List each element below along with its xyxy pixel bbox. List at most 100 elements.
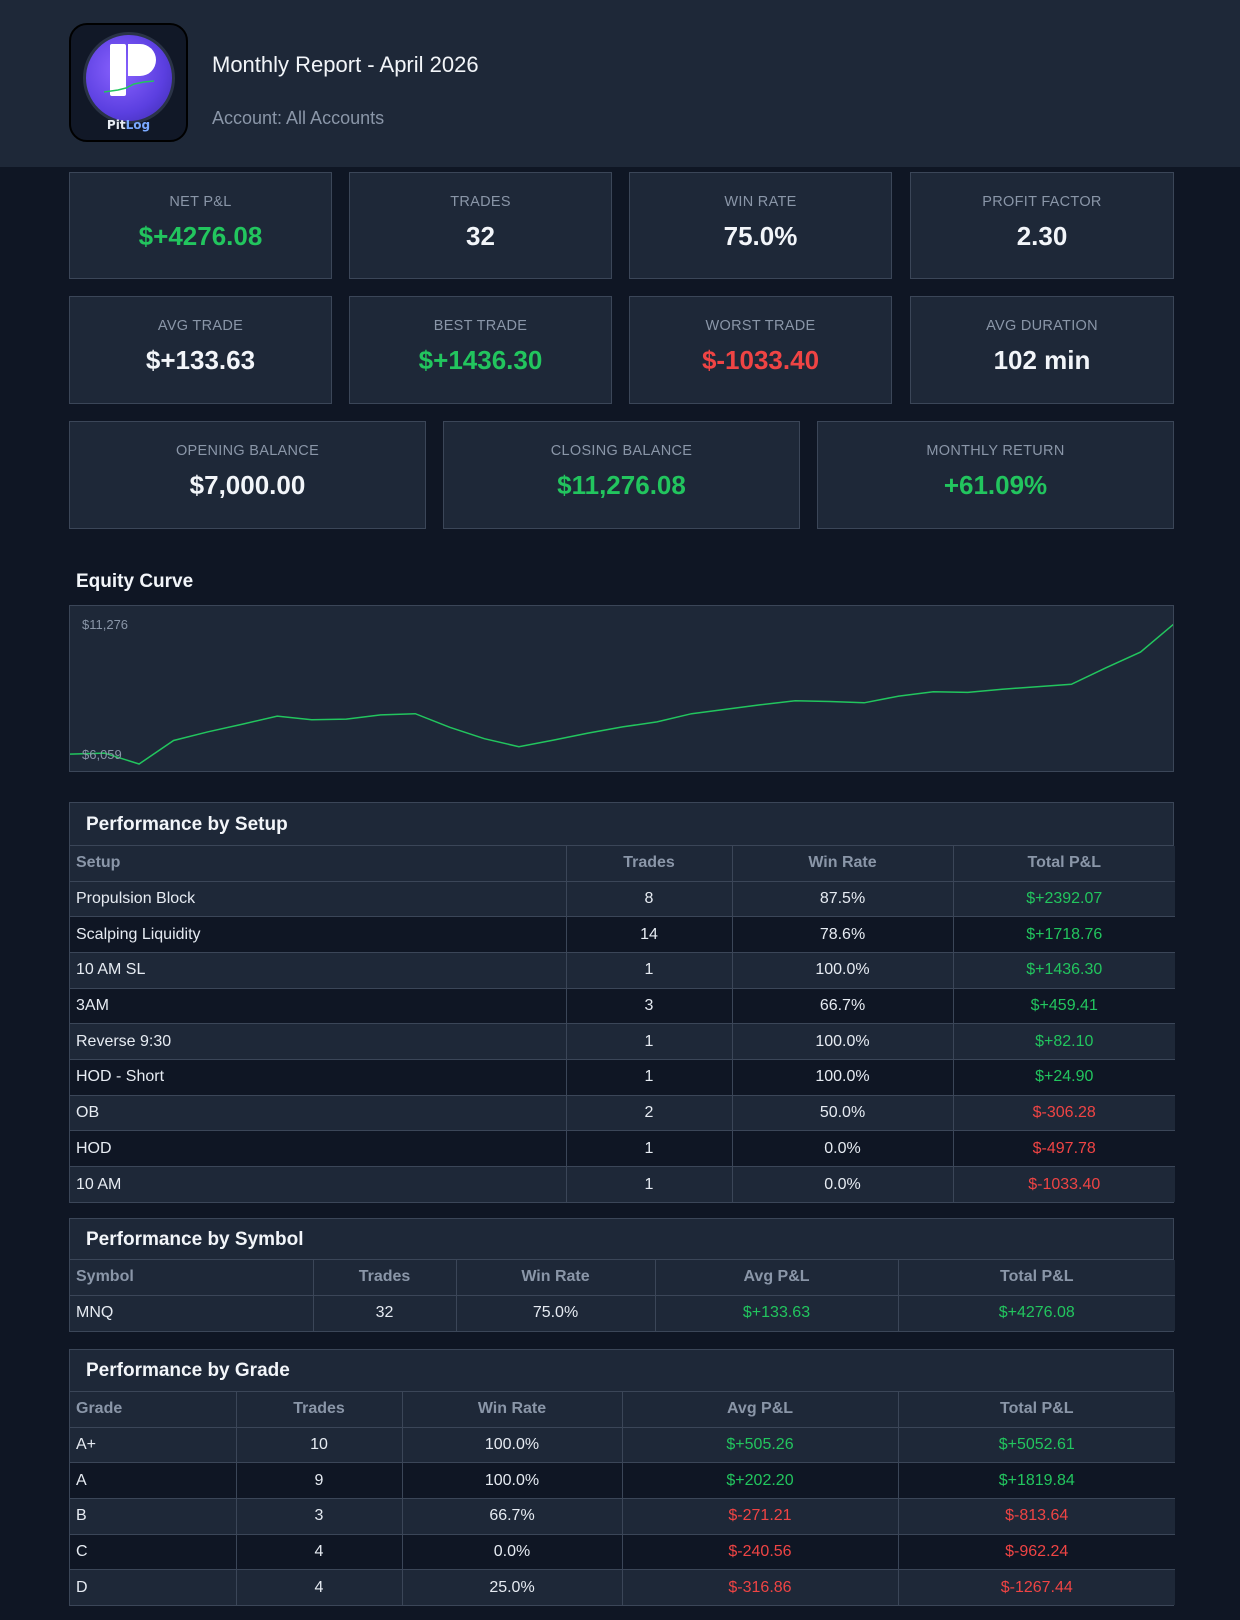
table-cell: 10 AM SL: [70, 951, 567, 989]
stat-label: WORST TRADE: [705, 318, 816, 334]
col-header-trades: Trades: [565, 846, 733, 882]
table-cell: 3: [235, 1497, 403, 1535]
table-cell: 32: [312, 1294, 457, 1331]
stat-label: NET P&L: [169, 194, 232, 210]
table-cell: 3: [565, 987, 733, 1025]
stat-card-opening-balance: OPENING BALANCE $7,000.00: [69, 421, 426, 529]
grade-performance-table: Performance by Grade Grade Trades Win Ra…: [69, 1349, 1175, 1607]
table-cell: $-497.78: [952, 1130, 1175, 1167]
table-cell: D: [70, 1569, 237, 1606]
table-row: MNQ 32 75.0% $+133.63 $+4276.08: [70, 1294, 1175, 1331]
table-cell: $-962.24: [897, 1533, 1175, 1571]
table-cell: $-316.86: [621, 1569, 899, 1606]
setup-performance-table: Performance by Setup Setup Trades Win Ra…: [69, 802, 1175, 1204]
stat-label: TRADES: [450, 194, 511, 210]
col-header-total-pnl: Total P&L: [897, 1260, 1175, 1296]
table-row: HOD - Short 1 100.0% $+24.90: [70, 1058, 1175, 1096]
equity-curve-chart: $11,276 $6,059: [69, 605, 1174, 772]
table-row: Reverse 9:30 1 100.0% $+82.10: [70, 1023, 1175, 1060]
table-cell: MNQ: [70, 1294, 314, 1331]
stat-label: PROFIT FACTOR: [982, 194, 1102, 210]
stat-label: WIN RATE: [724, 194, 797, 210]
table-cell: 4: [235, 1569, 403, 1606]
table-cell: $+1436.30: [952, 951, 1175, 989]
stat-value: 2.30: [1016, 221, 1068, 251]
stat-card-best-trade: BEST TRADE $+1436.30: [349, 296, 612, 404]
grade-table-grid: Grade Trades Win Rate Avg P&L Total P&L …: [70, 1392, 1175, 1606]
logo-p-icon: [104, 44, 156, 96]
table-cell: $-1033.40: [952, 1166, 1175, 1203]
table-cell: $+505.26: [621, 1426, 899, 1464]
table-cell: 100.0%: [731, 951, 954, 989]
table-cell: A+: [70, 1426, 237, 1464]
table-cell: 0.0%: [731, 1166, 954, 1203]
table-header-row: Setup Trades Win Rate Total P&L: [70, 846, 1175, 882]
setup-table-grid: Setup Trades Win Rate Total P&L Propulsi…: [70, 846, 1175, 1203]
table-cell: $+4276.08: [897, 1294, 1175, 1331]
table-cell: $-306.28: [952, 1094, 1175, 1132]
stat-card-monthly-return: MONTHLY RETURN +61.09%: [817, 421, 1174, 529]
stat-value: $+1436.30: [418, 345, 543, 375]
table-cell: $+1819.84: [897, 1462, 1175, 1499]
table-cell: Scalping Liquidity: [70, 916, 567, 953]
stat-label: MONTHLY RETURN: [926, 443, 1065, 459]
table-cell: 1: [565, 1058, 733, 1096]
equity-max-label: $11,276: [82, 617, 129, 632]
table-cell: 25.0%: [401, 1569, 623, 1606]
table-cell: Propulsion Block: [70, 880, 567, 918]
symbol-table-grid: Symbol Trades Win Rate Avg P&L Total P&L…: [70, 1260, 1175, 1331]
table-cell: 100.0%: [731, 1058, 954, 1096]
table-cell: $-240.56: [621, 1533, 899, 1571]
pitlog-logo: PitLog: [69, 23, 188, 142]
table-cell: 2: [565, 1094, 733, 1132]
table-row: 10 AM 1 0.0% $-1033.40: [70, 1166, 1175, 1203]
equity-curve-svg: [70, 623, 1173, 765]
table-cell: $-1267.44: [897, 1569, 1175, 1606]
stat-label: AVG DURATION: [986, 318, 1098, 334]
logo-wordmark: PitLog: [106, 118, 151, 132]
col-header-win-rate: Win Rate: [731, 846, 954, 882]
col-header-total-pnl: Total P&L: [897, 1392, 1175, 1428]
col-header-setup: Setup: [70, 846, 567, 882]
table-cell: 1: [565, 1023, 733, 1060]
stat-label: AVG TRADE: [157, 318, 244, 334]
table-row: C 4 0.0% $-240.56 $-962.24: [70, 1533, 1175, 1571]
table-cell: 87.5%: [731, 880, 954, 918]
table-cell: $+202.20: [621, 1462, 899, 1499]
col-header-trades: Trades: [235, 1392, 403, 1428]
table-cell: OB: [70, 1094, 567, 1132]
col-header-trades: Trades: [312, 1260, 457, 1296]
table-cell: 78.6%: [731, 916, 954, 953]
stat-card-closing-balance: CLOSING BALANCE $11,276.08: [443, 421, 800, 529]
table-cell: 1: [565, 1130, 733, 1167]
page-title: Monthly Report - April 2026: [212, 52, 479, 77]
table-cell: $+2392.07: [952, 880, 1175, 918]
table-row: B 3 66.7% $-271.21 $-813.64: [70, 1497, 1175, 1535]
stat-label: OPENING BALANCE: [175, 443, 320, 459]
table-cell: 100.0%: [731, 1023, 954, 1060]
table-cell: 10: [235, 1426, 403, 1464]
table-cell: HOD - Short: [70, 1058, 567, 1096]
col-header-win-rate: Win Rate: [455, 1260, 656, 1296]
stat-value: 102 min: [993, 345, 1091, 375]
col-header-symbol: Symbol: [70, 1260, 314, 1296]
col-header-avg-pnl: Avg P&L: [654, 1260, 899, 1296]
equity-min-label: $6,059: [82, 747, 122, 762]
equity-curve-title: Equity Curve: [76, 571, 194, 592]
col-header-total-pnl: Total P&L: [952, 846, 1175, 882]
table-row: Scalping Liquidity 14 78.6% $+1718.76: [70, 916, 1175, 953]
table-cell: A: [70, 1462, 237, 1499]
table-row: 3AM 3 66.7% $+459.41: [70, 987, 1175, 1025]
table-title: Performance by Symbol: [70, 1219, 1173, 1260]
table-cell: 50.0%: [731, 1094, 954, 1132]
table-title: Performance by Grade: [70, 1350, 1173, 1392]
col-header-grade: Grade: [70, 1392, 237, 1428]
table-cell: $+459.41: [952, 987, 1175, 1025]
account-subtitle: Account: All Accounts: [212, 108, 385, 128]
stat-label: CLOSING BALANCE: [550, 443, 693, 459]
table-cell: 66.7%: [731, 987, 954, 1025]
table-header-row: Grade Trades Win Rate Avg P&L Total P&L: [70, 1392, 1175, 1428]
table-cell: 75.0%: [455, 1294, 656, 1331]
table-cell: 14: [565, 916, 733, 953]
stat-card-avg-trade: AVG TRADE $+133.63: [69, 296, 332, 404]
